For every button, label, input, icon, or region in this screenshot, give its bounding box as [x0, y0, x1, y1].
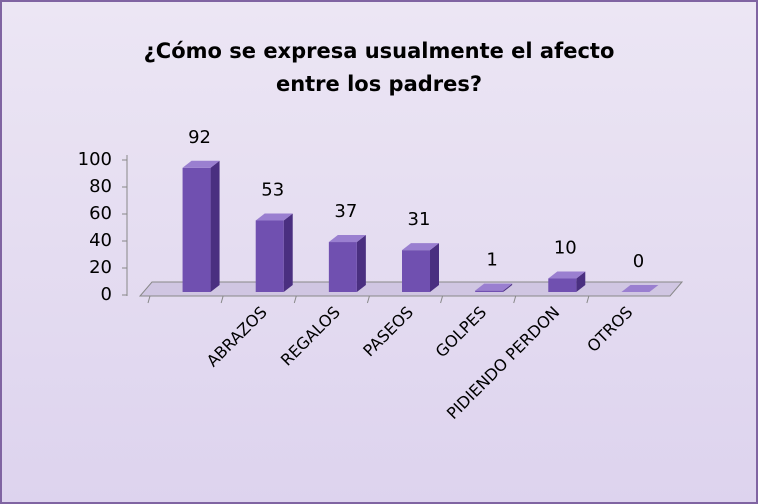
bar-front	[182, 167, 211, 292]
bar-front	[328, 242, 357, 292]
bar-side	[430, 243, 439, 292]
bar-side	[356, 235, 366, 292]
bar	[255, 213, 293, 292]
bar-front	[402, 250, 430, 292]
data-label: 92	[188, 127, 211, 148]
x-tick	[293, 295, 297, 304]
bar	[182, 160, 220, 292]
y-tick-label: 80	[89, 176, 112, 197]
bar-top	[255, 213, 293, 221]
y-tick-label: 60	[89, 203, 112, 224]
bar-top	[475, 283, 513, 291]
bar	[475, 283, 513, 292]
bar-top	[182, 160, 220, 168]
bar	[402, 243, 439, 292]
y-tick-label: 100	[78, 149, 112, 170]
y-tick-label: 20	[89, 257, 112, 278]
bar-top	[548, 271, 586, 279]
data-label: 31	[408, 209, 431, 230]
data-label: 1	[486, 250, 497, 271]
data-label: 0	[633, 251, 644, 272]
bar	[621, 285, 659, 292]
bar-side	[210, 160, 220, 292]
y-tick-label: 0	[101, 284, 112, 305]
bar-side	[283, 213, 293, 292]
bar-side	[576, 271, 586, 292]
bar-top	[621, 285, 659, 292]
chart-title: ¿Cómo se expresa usualmente el afecto ent…	[144, 39, 615, 96]
bar-front	[475, 290, 504, 292]
x-tick	[366, 295, 370, 304]
x-tick	[147, 295, 151, 304]
data-label: 10	[554, 238, 577, 259]
x-tick	[440, 295, 444, 304]
bar-side	[503, 283, 513, 292]
bar-top	[402, 243, 439, 251]
data-label: 53	[261, 179, 284, 200]
bar-top	[328, 235, 366, 243]
x-tick	[586, 295, 590, 304]
bar	[328, 235, 366, 292]
x-tick	[513, 295, 517, 304]
x-tick	[220, 295, 224, 304]
bar	[548, 271, 586, 292]
data-label: 37	[334, 201, 357, 222]
y-tick-label: 40	[89, 230, 112, 251]
bar-front	[255, 220, 284, 292]
bar-front	[548, 278, 577, 292]
